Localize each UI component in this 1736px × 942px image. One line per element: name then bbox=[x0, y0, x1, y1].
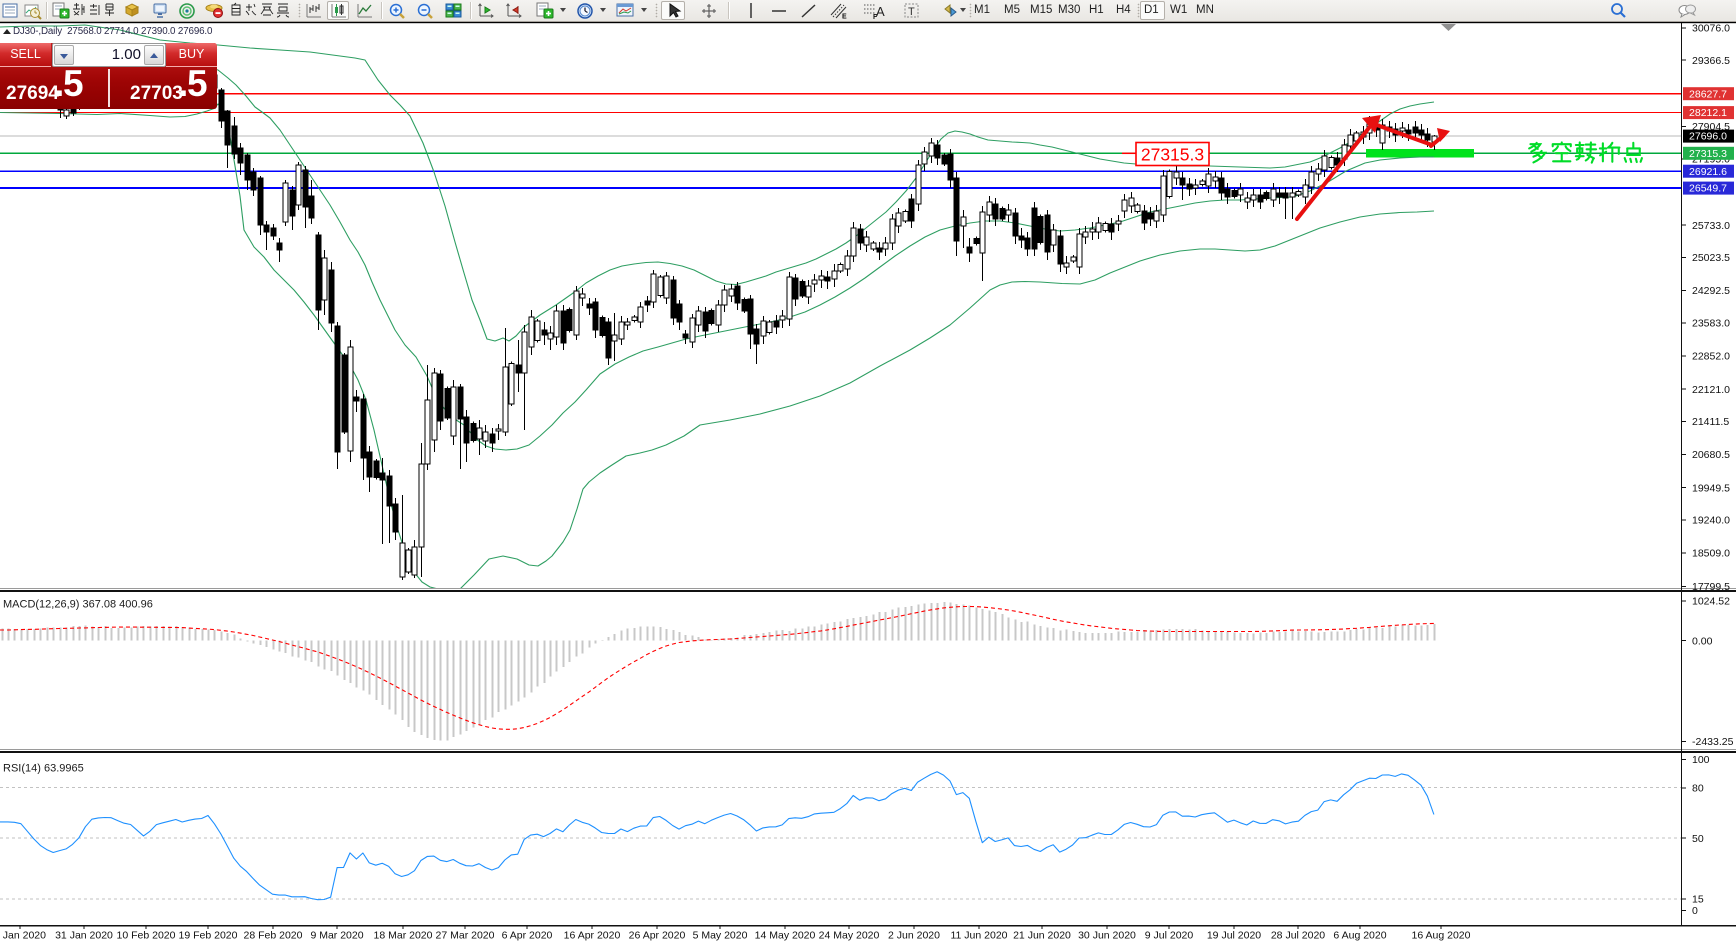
svg-text:6 Aug 2020: 6 Aug 2020 bbox=[1333, 930, 1386, 942]
svg-text:21 Jun 2020: 21 Jun 2020 bbox=[1013, 930, 1071, 942]
svg-text:26 Apr 2020: 26 Apr 2020 bbox=[629, 930, 686, 942]
svg-text:2 Jan 2020: 2 Jan 2020 bbox=[0, 930, 46, 942]
svg-text:E: E bbox=[842, 14, 847, 21]
svg-text:6 Apr 2020: 6 Apr 2020 bbox=[502, 930, 553, 942]
svg-text:9 Mar 2020: 9 Mar 2020 bbox=[310, 930, 363, 942]
svg-text:11 Jun 2020: 11 Jun 2020 bbox=[950, 930, 1007, 942]
svg-text:22852.0: 22852.0 bbox=[1692, 351, 1730, 363]
svg-text:16 Apr 2020: 16 Apr 2020 bbox=[564, 930, 621, 942]
svg-text:28627.7: 28627.7 bbox=[1689, 88, 1727, 100]
svg-text:26921.6: 26921.6 bbox=[1689, 166, 1727, 178]
svg-text:10 Feb 2020: 10 Feb 2020 bbox=[117, 930, 176, 942]
svg-text:28212.1: 28212.1 bbox=[1689, 107, 1727, 119]
svg-text:22121.0: 22121.0 bbox=[1692, 384, 1730, 396]
svg-text:50: 50 bbox=[1692, 833, 1704, 845]
svg-text:27696.0: 27696.0 bbox=[1689, 131, 1727, 143]
svg-text:19949.5: 19949.5 bbox=[1692, 482, 1730, 494]
svg-text:27315.3: 27315.3 bbox=[1141, 145, 1204, 165]
svg-text:0: 0 bbox=[1692, 905, 1698, 917]
svg-text:18 Mar 2020: 18 Mar 2020 bbox=[374, 930, 433, 942]
svg-text:2 Jun 2020: 2 Jun 2020 bbox=[888, 930, 940, 942]
svg-text:21411.5: 21411.5 bbox=[1692, 416, 1729, 428]
svg-text:RSI(14) 63.9965: RSI(14) 63.9965 bbox=[3, 763, 84, 775]
svg-text:25733.0: 25733.0 bbox=[1692, 220, 1730, 232]
svg-text:28 Jul 2020: 28 Jul 2020 bbox=[1271, 930, 1325, 942]
svg-text:20680.5: 20680.5 bbox=[1692, 449, 1730, 461]
svg-text:9 Jul 2020: 9 Jul 2020 bbox=[1145, 930, 1194, 942]
svg-text:0.00: 0.00 bbox=[1692, 635, 1713, 647]
svg-text:MACD(12,26,9) 367.08 400.96: MACD(12,26,9) 367.08 400.96 bbox=[3, 599, 153, 611]
svg-text:19 Feb 2020: 19 Feb 2020 bbox=[179, 930, 238, 942]
svg-text:15: 15 bbox=[1692, 894, 1704, 906]
svg-text:5 May 2020: 5 May 2020 bbox=[693, 930, 748, 942]
svg-text:31 Jan 2020: 31 Jan 2020 bbox=[55, 930, 113, 942]
svg-text:18509.0: 18509.0 bbox=[1692, 548, 1730, 560]
svg-text:27315.3: 27315.3 bbox=[1689, 148, 1727, 160]
svg-text:14 May 2020: 14 May 2020 bbox=[755, 930, 816, 942]
svg-text:17799.5: 17799.5 bbox=[1692, 581, 1730, 593]
svg-text:24292.5: 24292.5 bbox=[1692, 285, 1730, 297]
svg-text:30 Jun 2020: 30 Jun 2020 bbox=[1078, 930, 1136, 942]
svg-text:30076.0: 30076.0 bbox=[1692, 23, 1730, 35]
svg-text:19240.0: 19240.0 bbox=[1692, 515, 1730, 527]
svg-text:100: 100 bbox=[1692, 754, 1710, 766]
svg-text:F: F bbox=[873, 14, 878, 20]
svg-text:1024.52: 1024.52 bbox=[1692, 596, 1730, 608]
svg-text:80: 80 bbox=[1692, 782, 1704, 794]
svg-text:19 Jul 2020: 19 Jul 2020 bbox=[1207, 930, 1261, 942]
svg-text:24 May 2020: 24 May 2020 bbox=[819, 930, 880, 942]
svg-text:T: T bbox=[908, 6, 915, 18]
svg-text:26549.7: 26549.7 bbox=[1689, 183, 1727, 195]
svg-text:16 Aug 2020: 16 Aug 2020 bbox=[1412, 930, 1471, 942]
svg-text:25023.5: 25023.5 bbox=[1692, 252, 1730, 264]
svg-text:-2433.25: -2433.25 bbox=[1692, 736, 1734, 748]
svg-text:28 Feb 2020: 28 Feb 2020 bbox=[244, 930, 303, 942]
svg-text:23583.0: 23583.0 bbox=[1692, 317, 1730, 329]
svg-text:27 Mar 2020: 27 Mar 2020 bbox=[436, 930, 495, 942]
svg-text:29366.5: 29366.5 bbox=[1692, 55, 1730, 67]
